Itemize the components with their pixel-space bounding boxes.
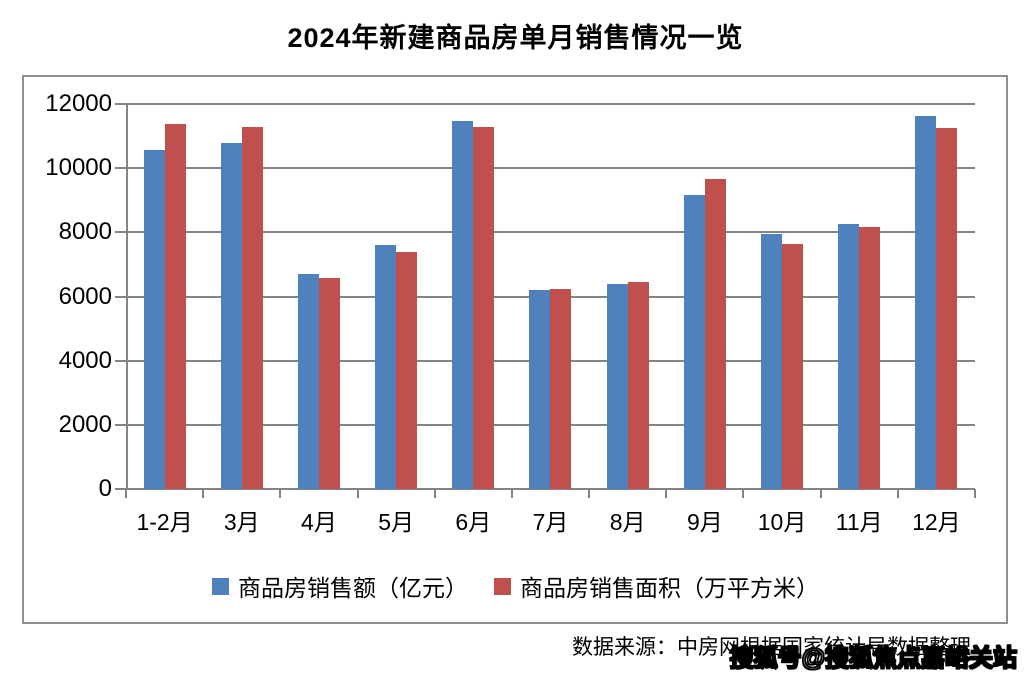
y-axis-label: 2000 xyxy=(58,410,112,438)
x-axis-line xyxy=(126,488,975,490)
bar-商品房销售额（亿元）-8月 xyxy=(606,283,628,489)
x-axis-tick xyxy=(125,489,127,498)
bar-group xyxy=(203,104,280,489)
y-axis-tick xyxy=(115,231,126,234)
x-axis-tick xyxy=(896,489,899,498)
x-axis-tick xyxy=(974,489,976,498)
bar-商品房销售面积（万平方米）-4月 xyxy=(318,277,340,489)
y-axis-label: 6000 xyxy=(58,282,112,310)
x-axis-label: 12月 xyxy=(912,509,961,535)
y-axis-line xyxy=(126,104,128,489)
x-axis-label: 11月 xyxy=(835,509,883,535)
legend-item: 商品房销售面积（万平方米） xyxy=(494,569,819,603)
watermark-text: 搜狐号@搜狐焦点嘉峪关站 xyxy=(729,644,1018,673)
bar-group xyxy=(821,104,898,489)
bar-group xyxy=(512,104,589,489)
x-axis-label: 3月 xyxy=(223,509,260,535)
bar-group xyxy=(358,104,435,489)
bar-商品房销售面积（万平方米）-11月 xyxy=(859,226,881,489)
chart-title: 2024年新建商品房单月销售情况一览 xyxy=(287,23,744,53)
y-axis-tick xyxy=(115,423,126,426)
bar-商品房销售额（亿元）-11月 xyxy=(838,223,860,489)
bar-group xyxy=(280,104,357,489)
x-axis-tick xyxy=(819,489,822,498)
y-axis-label: 8000 xyxy=(58,218,112,246)
bar-商品房销售面积（万平方米）-6月 xyxy=(473,127,495,489)
legend-label: 商品房销售额（亿元） xyxy=(238,576,468,601)
y-axis-tick xyxy=(115,167,126,170)
y-axis-tick xyxy=(115,295,126,298)
bar-商品房销售额（亿元）-7月 xyxy=(529,290,551,489)
legend-item: 商品房销售额（亿元） xyxy=(212,569,468,603)
x-axis-label: 5月 xyxy=(378,509,415,535)
y-axis-tick xyxy=(115,488,126,490)
bar-商品房销售额（亿元）-9月 xyxy=(683,195,705,489)
bar-商品房销售额（亿元）-12月 xyxy=(915,116,937,489)
bar-商品房销售额（亿元）-6月 xyxy=(452,121,474,489)
y-axis-label: 10000 xyxy=(45,154,112,182)
bar-group xyxy=(435,104,512,489)
bar-商品房销售面积（万平方米）-1-2月 xyxy=(164,124,186,489)
x-axis-label: 8月 xyxy=(609,509,646,535)
bar-商品房销售额（亿元）-5月 xyxy=(375,245,397,489)
bar-商品房销售额（亿元）-10月 xyxy=(761,233,783,489)
legend-label: 商品房销售面积（万平方米） xyxy=(520,576,819,601)
legend-swatch-icon xyxy=(212,577,229,595)
gridline xyxy=(126,103,975,105)
plot-area: 0 2000 4000 6000 8000 10000 12000 1-2月 3月 4月 5月 6月 7… xyxy=(45,91,976,535)
x-axis-tick xyxy=(588,489,591,498)
y-axis-tick xyxy=(115,103,126,105)
bar-商品房销售面积（万平方米）-10月 xyxy=(782,244,804,489)
bar-商品房销售面积（万平方米）-8月 xyxy=(627,281,649,489)
y-axis-tick xyxy=(115,359,126,362)
gridline xyxy=(126,167,975,170)
data-source-note: 数据来源：中房网根据国家统计局数据整理 xyxy=(572,635,971,659)
x-axis-label: 6月 xyxy=(455,509,492,535)
x-axis-label: 7月 xyxy=(532,509,569,535)
bar-group xyxy=(126,104,203,489)
x-axis-label: 9月 xyxy=(686,509,723,535)
x-axis-tick xyxy=(202,489,205,498)
x-axis-tick xyxy=(510,489,513,498)
y-axis-label: 0 xyxy=(98,475,112,502)
y-axis-label: 4000 xyxy=(58,346,112,374)
x-axis-tick xyxy=(279,489,282,498)
x-axis-tick xyxy=(665,489,668,498)
x-axis-label: 10月 xyxy=(757,509,807,535)
bar-group xyxy=(666,104,743,489)
x-axis-tick xyxy=(356,489,359,498)
bar-group xyxy=(743,104,820,489)
legend-swatch-icon xyxy=(494,577,511,595)
bar-商品房销售面积（万平方米）-7月 xyxy=(550,289,572,489)
bar-商品房销售面积（万平方米）-5月 xyxy=(396,251,418,489)
x-axis-tick xyxy=(433,489,436,498)
bar-商品房销售额（亿元）-4月 xyxy=(297,273,319,489)
x-axis-label: 1-2月 xyxy=(136,509,193,535)
bar-商品房销售面积（万平方米）-3月 xyxy=(241,126,263,489)
bar-group xyxy=(589,104,666,489)
legend: 商品房销售额（亿元） 商品房销售面积（万平方米） xyxy=(0,566,1031,606)
y-axis-label: 12000 xyxy=(45,90,112,117)
bar-商品房销售面积（万平方米）-12月 xyxy=(936,127,958,489)
x-axis-tick xyxy=(742,489,745,498)
bar-商品房销售额（亿元）-3月 xyxy=(220,142,242,489)
x-axis-label: 4月 xyxy=(301,509,337,535)
gridline xyxy=(126,231,975,234)
bar-group xyxy=(898,104,975,489)
bar-商品房销售面积（万平方米）-9月 xyxy=(704,178,726,489)
bar-商品房销售额（亿元）-1-2月 xyxy=(143,150,165,489)
